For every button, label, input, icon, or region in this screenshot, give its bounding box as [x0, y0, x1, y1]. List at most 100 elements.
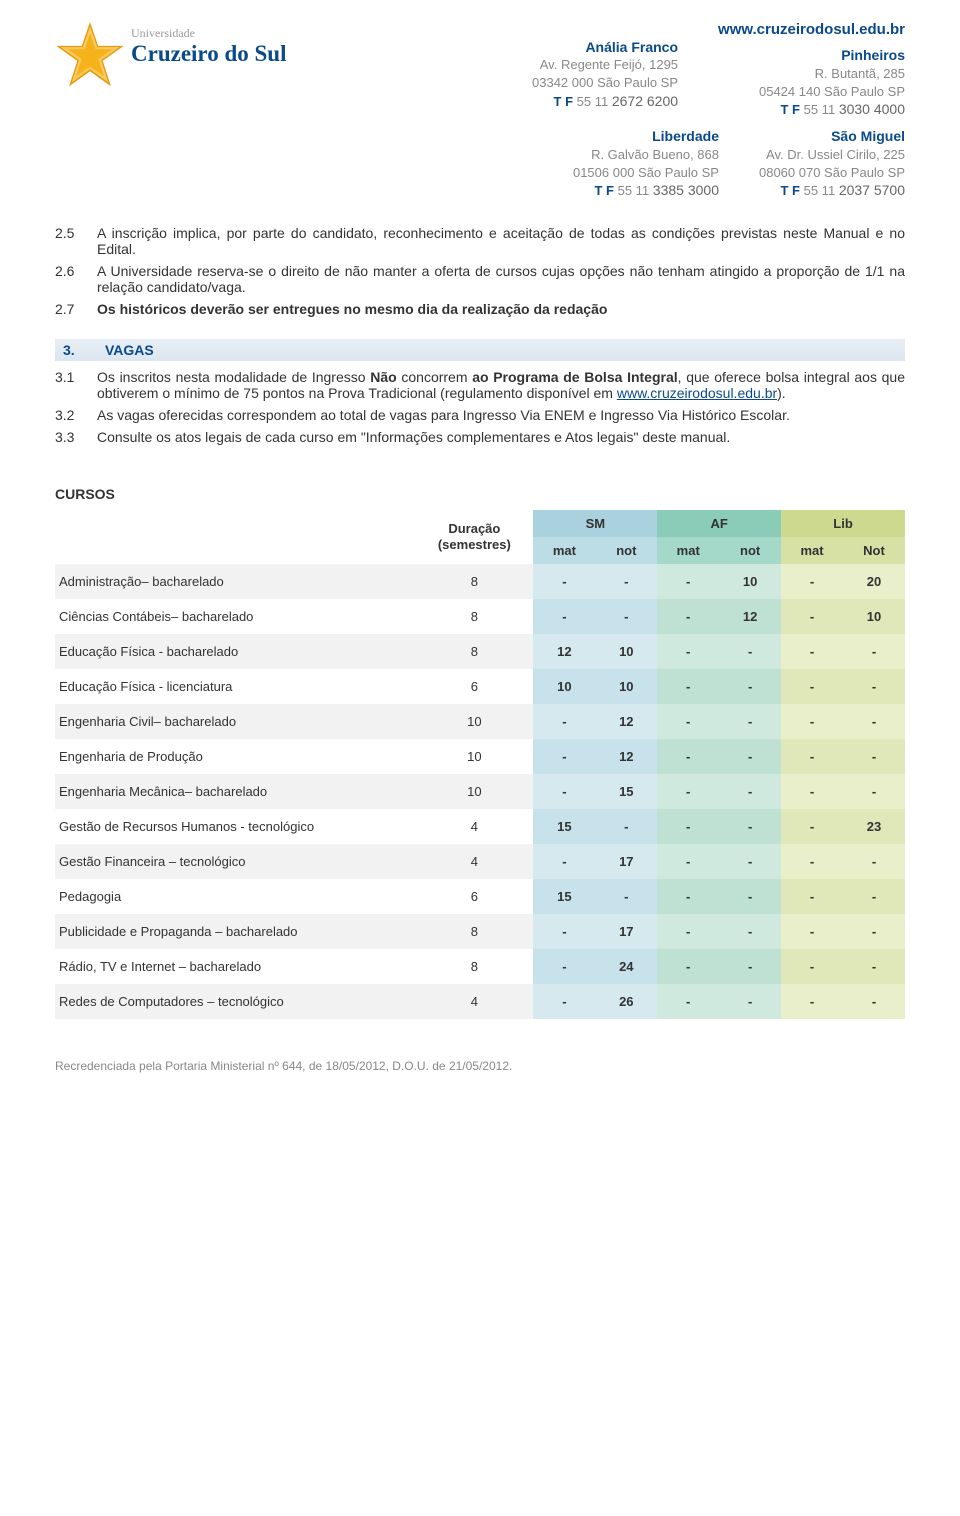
- course-name-cell: Engenharia Civil– bacharelado: [55, 704, 415, 739]
- vacancy-cell: 12: [533, 634, 595, 669]
- campus-pinheiros: www.cruzeirodosul.edu.br Pinheiros R. Bu…: [718, 20, 905, 119]
- vacancy-cell: 20: [843, 564, 905, 599]
- vacancy-cell: -: [533, 914, 595, 949]
- vacancy-cell: -: [533, 949, 595, 984]
- item-text: Os inscritos nesta modalidade de Ingress…: [97, 369, 905, 401]
- vacancy-cell: -: [719, 879, 781, 914]
- website-url: www.cruzeirodosul.edu.br: [718, 20, 905, 40]
- vacancy-cell: -: [781, 669, 843, 704]
- vacancy-cell: -: [781, 984, 843, 1019]
- section-2-items: 2.5A inscrição implica, por parte do can…: [55, 225, 905, 317]
- duration-cell: 8: [415, 949, 533, 984]
- item-number: 3.2: [55, 407, 97, 423]
- vacancy-cell: -: [719, 984, 781, 1019]
- course-name-cell: Administração– bacharelado: [55, 564, 415, 599]
- vacancy-cell: -: [719, 774, 781, 809]
- table-row: Administração– bacharelado8---10-20: [55, 564, 905, 599]
- tf-label: T F: [554, 94, 574, 109]
- tf-label: T F: [780, 102, 800, 117]
- vacancy-cell: -: [781, 809, 843, 844]
- table-row: Redes de Computadores – tecnológico4-26-…: [55, 984, 905, 1019]
- table-row: Rádio, TV e Internet – bacharelado8-24--…: [55, 949, 905, 984]
- tf-label: T F: [780, 183, 800, 198]
- course-name-cell: Educação Física - licenciatura: [55, 669, 415, 704]
- item-text: As vagas oferecidas correspondem ao tota…: [97, 407, 905, 423]
- campus-address-2: 05424 140 São Paulo SP: [718, 83, 905, 101]
- item-text: Consulte os atos legais de cada curso em…: [97, 429, 905, 445]
- vacancy-cell: -: [533, 564, 595, 599]
- vacancy-cell: -: [781, 599, 843, 634]
- text-span: concorrem: [397, 369, 473, 385]
- item-number: 3.3: [55, 429, 97, 445]
- table-row: Engenharia de Produção10-12----: [55, 739, 905, 774]
- th-group-sm: SM: [533, 510, 657, 537]
- duration-cell: 10: [415, 704, 533, 739]
- section-3-items: 3.1Os inscritos nesta modalidade de Ingr…: [55, 369, 905, 445]
- sub-header: mat: [533, 537, 595, 564]
- vacancy-cell: 15: [533, 879, 595, 914]
- vacancy-cell: -: [843, 704, 905, 739]
- vacancy-cell: -: [781, 879, 843, 914]
- table-row: Publicidade e Propaganda – bacharelado8-…: [55, 914, 905, 949]
- numbered-item: 2.5A inscrição implica, por parte do can…: [55, 225, 905, 257]
- duration-cell: 8: [415, 914, 533, 949]
- vacancy-cell: -: [595, 599, 657, 634]
- campus-address-2: 01506 000 São Paulo SP: [573, 164, 719, 182]
- table-row: Educação Física - licenciatura61010----: [55, 669, 905, 704]
- vacancy-cell: -: [533, 704, 595, 739]
- campus-address-1: Av. Dr. Ussiel Cirilo, 225: [759, 146, 905, 164]
- table-row: Gestão de Recursos Humanos - tecnológico…: [55, 809, 905, 844]
- vacancy-cell: -: [781, 774, 843, 809]
- campus-name: Pinheiros: [718, 46, 905, 65]
- vacancy-cell: -: [781, 914, 843, 949]
- vacancy-cell: -: [657, 914, 719, 949]
- course-name-cell: Rádio, TV e Internet – bacharelado: [55, 949, 415, 984]
- cursos-label: CURSOS: [55, 486, 375, 502]
- phone-number: 3030 4000: [839, 101, 905, 117]
- numbered-item: 2.7Os históricos deverão ser entregues n…: [55, 301, 905, 317]
- vacancy-cell: -: [843, 949, 905, 984]
- campus-address-2: 03342 000 São Paulo SP: [532, 74, 678, 92]
- vacancy-cell: -: [657, 984, 719, 1019]
- vacancy-cell: -: [781, 739, 843, 774]
- logo-university-label: Universidade: [131, 26, 286, 41]
- table-row: Educação Física - bacharelado81210----: [55, 634, 905, 669]
- vacancy-cell: -: [781, 634, 843, 669]
- vacancy-cell: -: [657, 634, 719, 669]
- vacancy-cell: -: [843, 739, 905, 774]
- campus-liberdade: Liberdade R. Galvão Bueno, 868 01506 000…: [573, 127, 719, 200]
- vacancy-cell: 12: [595, 739, 657, 774]
- vacancy-cell: -: [533, 599, 595, 634]
- vacancy-cell: -: [843, 844, 905, 879]
- item-text: A Universidade reserva-se o direito de n…: [97, 263, 905, 295]
- duration-cell: 6: [415, 669, 533, 704]
- duration-cell: 8: [415, 564, 533, 599]
- campus-address-1: R. Galvão Bueno, 868: [573, 146, 719, 164]
- text-span: ).: [777, 385, 786, 401]
- table-row: Engenharia Civil– bacharelado10-12----: [55, 704, 905, 739]
- vacancy-cell: -: [781, 704, 843, 739]
- vacancy-cell: 17: [595, 844, 657, 879]
- campus-address-1: R. Butantã, 285: [718, 65, 905, 83]
- course-name-cell: Gestão de Recursos Humanos - tecnológico: [55, 809, 415, 844]
- course-name-cell: Publicidade e Propaganda – bacharelado: [55, 914, 415, 949]
- course-name-cell: Educação Física - bacharelado: [55, 634, 415, 669]
- numbered-item: 3.2As vagas oferecidas correspondem ao t…: [55, 407, 905, 423]
- th-group-af: AF: [657, 510, 781, 537]
- vacancy-cell: 15: [595, 774, 657, 809]
- section-3-header: 3. VAGAS: [55, 339, 905, 361]
- link[interactable]: www.cruzeirodosul.edu.br: [617, 385, 777, 401]
- item-number: 2.5: [55, 225, 97, 257]
- vacancy-cell: 17: [595, 914, 657, 949]
- tf-label: T F: [594, 183, 614, 198]
- vacancy-cell: 10: [533, 669, 595, 704]
- campus-address-1: Av. Regente Feijó, 1295: [532, 56, 678, 74]
- vacancy-cell: 10: [719, 564, 781, 599]
- vacancy-cell: -: [657, 704, 719, 739]
- duration-label-2: (semestres): [438, 537, 511, 552]
- vacancy-cell: -: [781, 564, 843, 599]
- vacancy-cell: 24: [595, 949, 657, 984]
- vacancy-cell: -: [719, 844, 781, 879]
- text-span: Não: [370, 369, 396, 385]
- campus-address-2: 08060 070 São Paulo SP: [759, 164, 905, 182]
